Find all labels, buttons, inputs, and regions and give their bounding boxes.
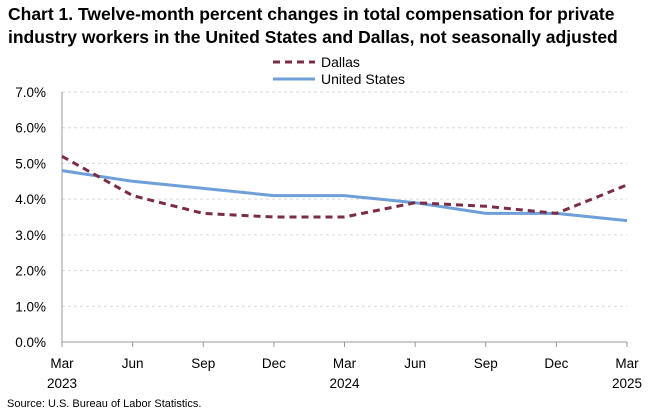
- y-tick-label: 3.0%: [15, 228, 46, 243]
- series-line-dallas: [62, 156, 627, 217]
- y-tick-label: 4.0%: [15, 192, 46, 207]
- y-tick-label: 7.0%: [15, 85, 46, 100]
- x-tick-label: Sep: [474, 356, 498, 371]
- source-note: Source: U.S. Bureau of Labor Statistics.: [7, 398, 201, 410]
- y-tick-label: 0.0%: [15, 335, 46, 350]
- line-chart: 0.0% 1.0% 2.0% 3.0% 4.0% 5.0% 6.0% 7.0% Mar 2023 J…: [0, 0, 668, 413]
- x-tick-label: Dec: [544, 356, 568, 371]
- y-tick-label: 1.0%: [15, 299, 46, 314]
- y-tick-label: 6.0%: [15, 121, 46, 136]
- y-tick-label: 5.0%: [15, 156, 46, 171]
- x-tick-label: Mar: [615, 356, 639, 371]
- x-tick-label: Mar: [333, 356, 357, 371]
- x-tick-year-label: 2023: [47, 376, 77, 391]
- x-tick-label: Jun: [404, 356, 426, 371]
- legend-label-dallas: Dallas: [321, 54, 360, 70]
- x-tick-year-label: 2025: [612, 376, 642, 391]
- x-tick-label: Sep: [191, 356, 215, 371]
- x-tick-label: Dec: [262, 356, 286, 371]
- x-tick-year-label: 2024: [329, 376, 360, 391]
- x-tick-label: Mar: [50, 356, 74, 371]
- x-tick-label: Jun: [122, 356, 144, 371]
- legend-label-united-states: United States: [321, 71, 405, 87]
- y-tick-label: 2.0%: [15, 264, 46, 279]
